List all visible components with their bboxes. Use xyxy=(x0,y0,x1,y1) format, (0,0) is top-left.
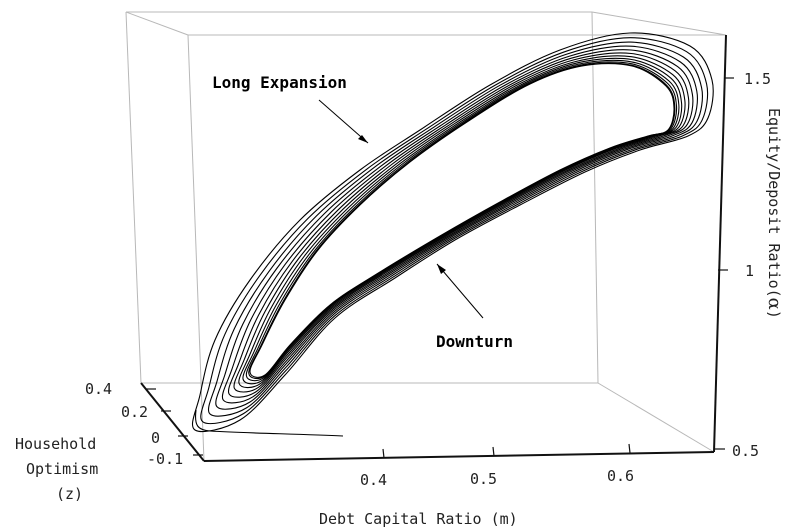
trajectory-loop xyxy=(233,55,686,393)
y-tick-labels: 0.4 0.2 0 -0.1 xyxy=(85,380,183,468)
annotation-label: Downturn xyxy=(436,332,513,351)
alpha-symbol: α xyxy=(764,298,785,310)
y-tick-label: -0.1 xyxy=(147,450,183,468)
x-axis-line xyxy=(203,451,715,462)
z-tick-label: 0.5 xyxy=(732,442,759,460)
z-axis-line xyxy=(713,34,727,453)
trajectory-loop xyxy=(227,52,690,398)
annotation-long-expansion: Long Expansion xyxy=(212,73,369,144)
trajectory-loop xyxy=(238,57,683,389)
axes xyxy=(140,34,727,462)
z-tick-labels: 0.5 1 1.5 xyxy=(732,70,771,460)
bounding-box xyxy=(125,11,727,462)
y-axis-line xyxy=(140,382,205,462)
annotation-arrow xyxy=(318,99,369,144)
x-tick-label: 0.5 xyxy=(470,470,497,488)
tick-marks xyxy=(146,77,734,459)
trajectory-loop xyxy=(245,61,678,382)
y-axis-label-line: (z) xyxy=(56,485,83,503)
trajectory-loop xyxy=(207,41,703,417)
z-axis-label: Equity/Deposit Ratio(α) xyxy=(764,108,785,319)
y-axis-label: Household Optimism (z) xyxy=(15,435,98,503)
x-tick-labels: 0.4 0.5 0.6 xyxy=(360,467,634,489)
x-tick-label: 0.6 xyxy=(607,467,634,485)
x-axis-label: Debt Capital Ratio (m) xyxy=(319,510,518,528)
y-axis-label-line: Optimism xyxy=(26,460,98,478)
trajectory-transient xyxy=(194,409,344,437)
z-axis-label-text: Equity/Deposit Ratio( xyxy=(765,108,783,298)
y-axis-label-line: Household xyxy=(15,435,96,453)
annotation-arrow xyxy=(436,263,484,319)
z-tick-label: 1.5 xyxy=(744,70,771,88)
x-tick-label: 0.4 xyxy=(360,471,387,489)
annotation-downturn: Downturn xyxy=(436,263,513,351)
trajectory-loop xyxy=(200,37,709,425)
trajectory-loop xyxy=(221,49,694,404)
trajectory-limit-cycle xyxy=(191,32,714,437)
svg-text:Equity/Deposit Ratio(α): Equity/Deposit Ratio(α) xyxy=(764,108,785,319)
annotation-label: Long Expansion xyxy=(212,73,347,92)
trajectory-loop xyxy=(215,45,698,410)
z-tick-label: 1 xyxy=(745,262,754,280)
trajectory-loop xyxy=(191,32,714,433)
trajectory-loop xyxy=(242,59,680,385)
y-tick-label: 0.4 xyxy=(85,380,112,398)
y-tick-label: 0 xyxy=(151,429,160,447)
trajectory-loop xyxy=(248,62,676,380)
y-tick-label: 0.2 xyxy=(121,403,148,421)
arrowhead xyxy=(358,135,368,143)
z-axis-label-end: ) xyxy=(765,310,783,319)
arrowhead xyxy=(437,264,446,274)
